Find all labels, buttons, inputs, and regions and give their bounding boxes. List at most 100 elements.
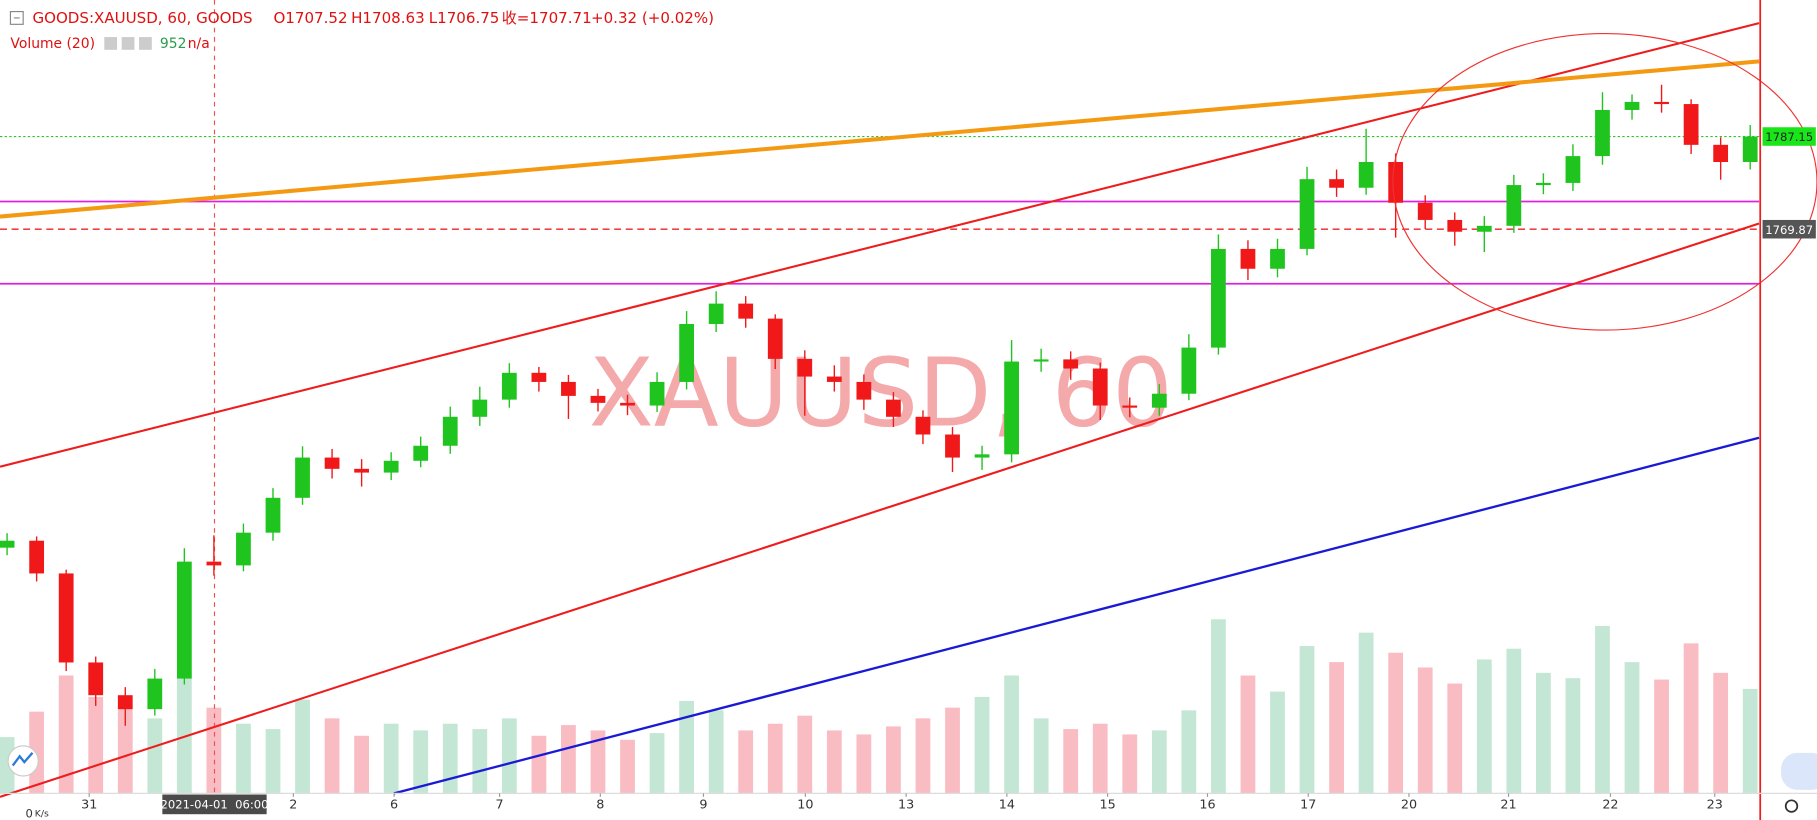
candle-body (856, 381, 872, 400)
candle-body (620, 402, 635, 406)
candle-body (58, 573, 74, 663)
candle-body (176, 561, 192, 679)
collapse-button[interactable] (9, 11, 24, 25)
candle-body (117, 695, 133, 710)
price-label: 1769.87 (1765, 223, 1813, 237)
volume-bar (1004, 675, 1019, 794)
candle-body (1181, 347, 1197, 394)
volume-bar (1181, 710, 1197, 794)
candle-body (708, 303, 724, 324)
volume-bar (1506, 648, 1522, 794)
volume-bar (649, 733, 665, 794)
icon-button[interactable] (104, 37, 118, 50)
volume-bar (354, 735, 370, 794)
volume-bar (58, 675, 74, 794)
candle-body (413, 445, 429, 461)
volume-bar (236, 723, 251, 794)
volume-bar (1654, 679, 1669, 794)
volume-bar (117, 706, 133, 794)
volume-bar (295, 699, 310, 794)
candle-body (531, 372, 547, 382)
volume-name[interactable]: Volume (20) (10, 36, 95, 52)
candle-body (1092, 368, 1108, 406)
icon-button[interactable] (139, 37, 152, 50)
volume-bar (1565, 678, 1581, 794)
trend-line (0, 222, 1760, 798)
volume-bar (1447, 683, 1463, 794)
watermark: XAUUSD, 60 (589, 338, 1173, 448)
legend: GOODS:XAUUSD, 60, GOODS O1707.52 H1708.6… (9, 9, 714, 52)
edit-button[interactable] (1781, 752, 1817, 790)
volume-bar (1358, 632, 1374, 794)
candle-body (1565, 156, 1581, 183)
volume-bar (1299, 646, 1315, 794)
volume-bar (590, 730, 606, 794)
net-speed-unit: K/s (35, 809, 49, 820)
candle-body (1447, 219, 1463, 232)
volume-bar (1211, 619, 1226, 794)
volume-bar (1742, 688, 1758, 794)
volume-bar (472, 729, 488, 794)
x-tick-label: 31 (81, 797, 97, 812)
volume-bar (1683, 643, 1699, 794)
x-tick-label: 22 (1602, 797, 1618, 812)
ellipse (1392, 33, 1817, 331)
x-tick-label: 10 (797, 797, 813, 812)
candle-body (974, 454, 990, 458)
price-label: 1787.15 (1765, 130, 1813, 144)
candle-body (1742, 136, 1758, 162)
volume-bar (206, 707, 222, 794)
candle-body (236, 532, 251, 566)
candle-body (738, 303, 754, 319)
candle-body (1299, 179, 1315, 249)
candle-body (295, 457, 310, 498)
x-tick-label: 23 (1707, 797, 1723, 812)
candle-body (1358, 161, 1374, 188)
volume-bar (88, 696, 104, 794)
volume-bar (1595, 625, 1610, 794)
volume-bar (826, 730, 842, 794)
candle-body (1388, 161, 1404, 203)
candle-body (1683, 104, 1699, 145)
candle-body (1417, 202, 1433, 220)
candle-body (1476, 225, 1492, 232)
icon-button[interactable] (121, 37, 135, 50)
symbol[interactable]: GOODS:XAUUSD, 60, GOODS (32, 9, 252, 27)
x-tick-label: 20 (1401, 797, 1417, 812)
volume-bar (442, 723, 458, 794)
candle-body (1151, 393, 1167, 408)
candle-body (1624, 101, 1640, 110)
drawings (0, 22, 1817, 798)
settings-button[interactable] (1784, 799, 1799, 813)
volume-bar (1388, 652, 1404, 794)
volume-bar (531, 735, 547, 794)
volume-bar (767, 723, 783, 794)
x-tick-label: 7 (496, 797, 504, 812)
x-tick-label: 15 (1099, 797, 1115, 812)
volume-bar (561, 725, 576, 794)
candle-body (1329, 179, 1344, 188)
volume-bar (176, 672, 192, 794)
price-label-box (1762, 127, 1816, 146)
volume-bar (915, 718, 931, 794)
volume-bar (1713, 672, 1729, 794)
x-tick-label: 6 (390, 797, 398, 812)
volume-bar (0, 737, 15, 794)
x-tick-label: 9 (699, 797, 707, 812)
icon (11, 752, 34, 767)
candle-body (1033, 359, 1049, 362)
volume-bar (501, 718, 517, 794)
volume-bar (147, 718, 163, 794)
candle-body (679, 323, 694, 382)
candle-body (1536, 182, 1551, 186)
candle-body (649, 381, 665, 406)
candle-body (1595, 109, 1610, 157)
candle-body (29, 540, 45, 574)
candle-body (797, 358, 813, 377)
candle-body (1240, 248, 1256, 269)
volume-bar (1476, 659, 1492, 794)
ohlc-high: H1708.63 (351, 9, 425, 27)
candle-body (1063, 359, 1079, 369)
volume-bar (797, 715, 813, 794)
